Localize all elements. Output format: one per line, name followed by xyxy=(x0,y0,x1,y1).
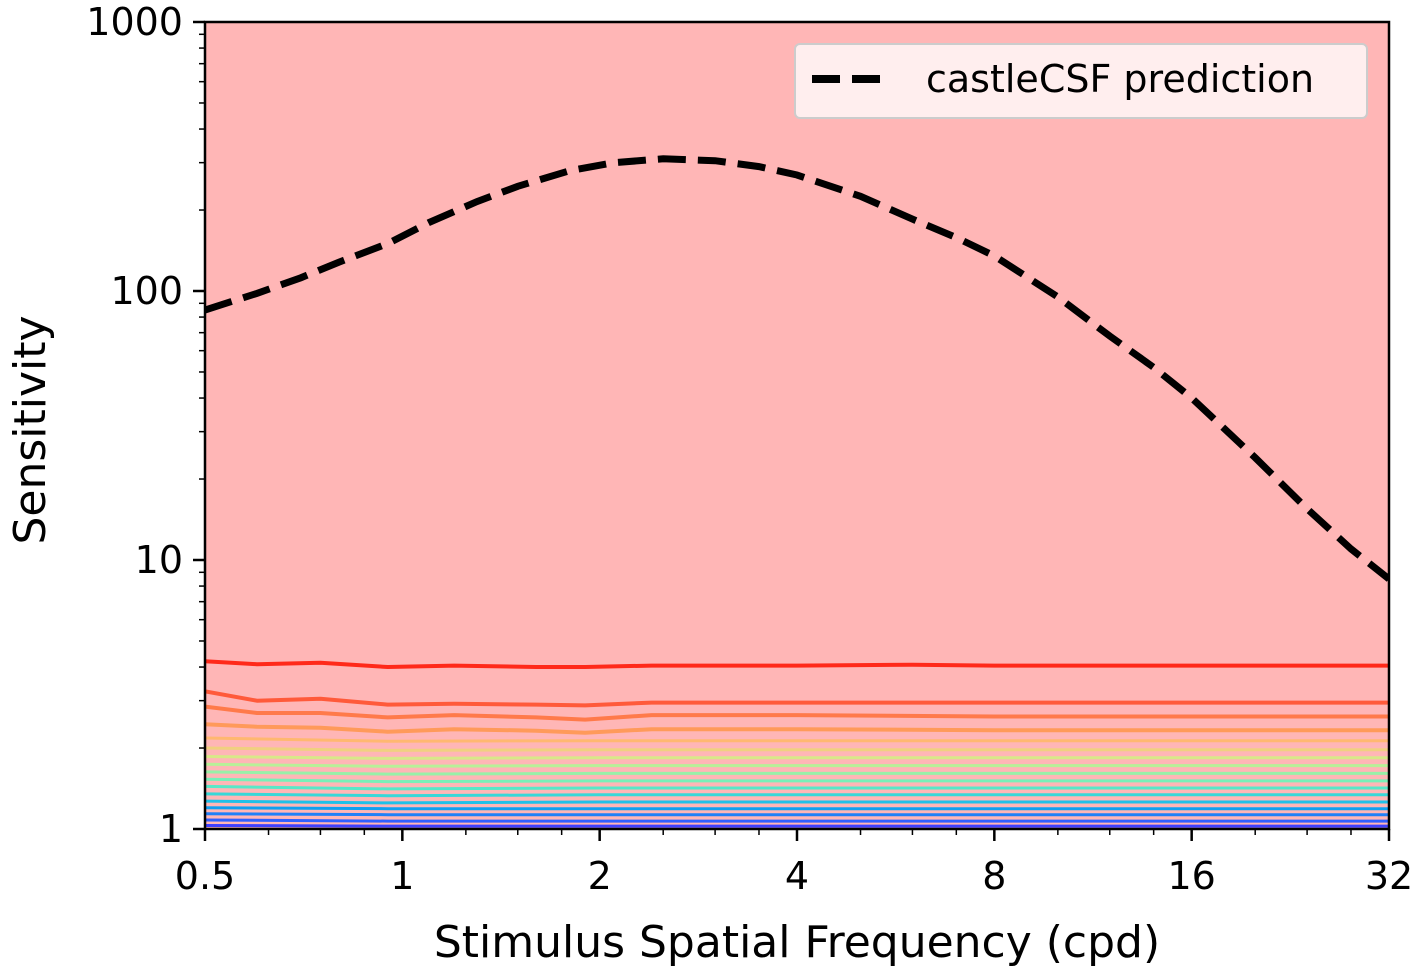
x-tick-label: 16 xyxy=(1167,854,1215,898)
y-tick-label: 1 xyxy=(159,807,183,851)
contour-line-2 xyxy=(205,689,1389,708)
y-axis-label: Sensitivity xyxy=(5,315,56,544)
y-tick-label: 1000 xyxy=(86,0,183,44)
x-tick-label: 32 xyxy=(1365,854,1413,898)
contour-line-13 xyxy=(205,799,1389,805)
plot-area xyxy=(205,22,1389,829)
contour-line-17 xyxy=(205,824,1389,828)
x-tick-label: 2 xyxy=(588,854,612,898)
contour-lines xyxy=(205,659,1389,828)
legend: castleCSF prediction xyxy=(794,43,1368,119)
x-tick-label: 1 xyxy=(390,854,414,898)
x-ticks: 0.5 1 2 4 8 16 32 xyxy=(175,829,1413,898)
contour-line-15 xyxy=(205,812,1389,817)
series-layer xyxy=(205,155,1389,582)
legend-box xyxy=(794,43,1368,119)
x-tick-label: 0.5 xyxy=(175,854,235,898)
plot-background xyxy=(205,22,1389,829)
y-ticks: 1 10 100 1000 xyxy=(86,0,205,851)
contour-line-8 xyxy=(205,762,1389,768)
x-tick-label: 8 xyxy=(982,854,1006,898)
x-tick-label: 4 xyxy=(785,854,809,898)
y-tick-label: 100 xyxy=(110,269,183,313)
legend-entry-label: castleCSF prediction xyxy=(926,57,1314,101)
contour-line-3 xyxy=(205,704,1389,722)
contour-line-10 xyxy=(205,777,1389,784)
contour-line-11 xyxy=(205,784,1389,791)
contour-line-7 xyxy=(205,755,1389,760)
contour-line-4 xyxy=(205,722,1389,735)
series-line-castlecsf-prediction xyxy=(205,155,1389,582)
y-tick-label: 10 xyxy=(135,538,183,582)
contour-line-5 xyxy=(205,736,1389,743)
contour-line-1 xyxy=(205,659,1389,669)
contour-line-9 xyxy=(205,770,1389,776)
x-axis-label: Stimulus Spatial Frequency (cpd) xyxy=(434,917,1160,968)
contour-line-16 xyxy=(205,818,1389,823)
contour-line-12 xyxy=(205,792,1389,798)
contour-line-14 xyxy=(205,806,1389,811)
contour-line-6 xyxy=(205,746,1389,752)
